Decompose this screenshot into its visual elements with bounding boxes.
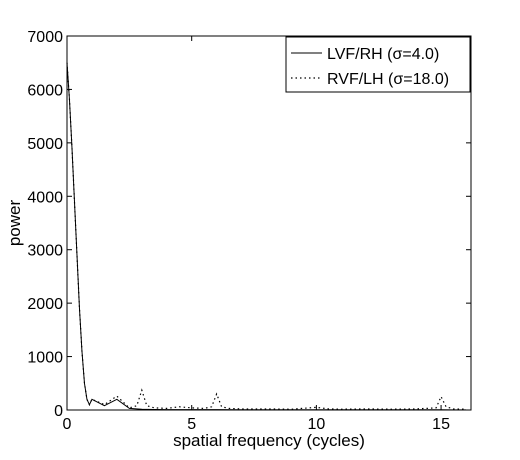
- y-axis-label: power: [5, 200, 24, 247]
- y-tick-label: 1000: [27, 350, 63, 367]
- y-tick-label: 5000: [27, 136, 63, 153]
- x-tick-label: 15: [432, 416, 450, 433]
- y-tick-label: 3000: [27, 243, 63, 260]
- plot-frame: [66, 35, 472, 411]
- legend-box: [285, 36, 471, 93]
- y-tick-label: 6000: [27, 82, 63, 99]
- y-tick-label: 7000: [27, 29, 63, 46]
- legend: LVF/RH (σ=4.0) RVF/LH (σ=18.0): [285, 36, 471, 93]
- y-tick-label: 4000: [27, 189, 63, 206]
- y-tick-label: 2000: [27, 296, 63, 313]
- x-tick-label: 0: [63, 416, 72, 433]
- y-tick-label: 0: [54, 403, 63, 420]
- legend-label-rvf-lh: RVF/LH (σ=18.0): [327, 71, 449, 88]
- legend-label-lvf-rh: LVF/RH (σ=4.0): [327, 46, 439, 63]
- x-axis-label: spatial frequency (cycles): [173, 431, 365, 450]
- ticks-layer: 0 5 10 15 0 1000 2000 3000 4000 5000 6000 7000: [27, 29, 471, 433]
- x-tick-label: 10: [307, 416, 325, 433]
- x-tick-label: 5: [187, 416, 196, 433]
